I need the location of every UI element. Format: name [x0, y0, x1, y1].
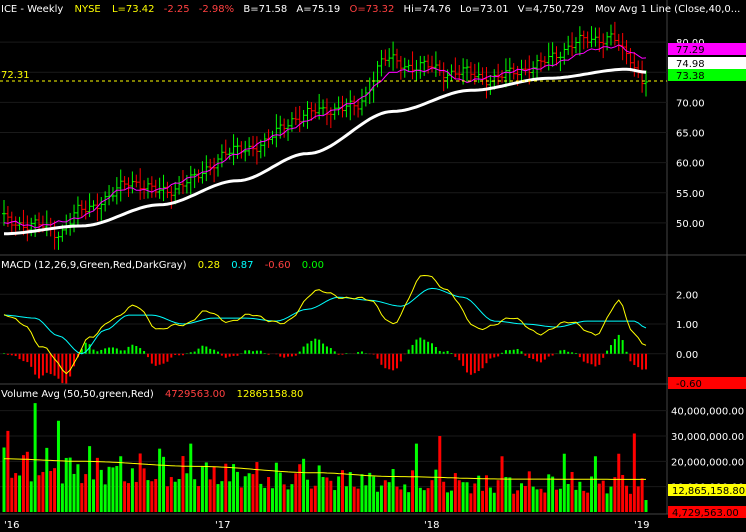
- macd-label: MACD (12,26,9,Green,Red,DarkGray): [1, 260, 187, 271]
- macd-header: MACD (12,26,9,Green,Red,DarkGray) 0.28 0…: [1, 260, 324, 271]
- macd-badge-bg: [668, 377, 746, 389]
- ma10-price-badge-bg: [668, 43, 746, 55]
- high-price: Hi=74.76: [404, 4, 451, 15]
- price-tick-label: 50.00: [676, 219, 705, 230]
- chart-header: ICE - Weekly NYSE L=73.42 -2.25 -2.98% B…: [1, 4, 740, 15]
- volume-current-badge-bg: [668, 506, 746, 518]
- price-bars: [2, 21, 648, 250]
- last-price-badge-bg: [668, 69, 746, 81]
- price-tick-label: 65.00: [676, 129, 705, 140]
- price-tick-label: 70.00: [676, 98, 705, 109]
- volume-current-value: 4729563.00: [165, 389, 225, 400]
- volume-label: Volume Avg (50,50,green,Red): [1, 389, 154, 400]
- price-change: -2.25: [164, 4, 190, 15]
- macd-axis: 2.00 1.00 0.00: [676, 290, 698, 360]
- x-label-2018: '18: [424, 520, 439, 531]
- signal-value: 0.87: [231, 260, 253, 271]
- volume-current-badge: 4,729,563.00: [672, 508, 739, 519]
- moving-average-40-line: [4, 67, 647, 236]
- macd-signal-line: [3, 287, 647, 355]
- volume-average-badge-bg: [668, 484, 746, 496]
- macd-badge: -0.60: [676, 379, 702, 390]
- short-moving-average-line: [3, 44, 647, 229]
- macd-plot: [3, 274, 647, 384]
- ask-price: A=75.19: [296, 4, 340, 15]
- volume-average-line: [4, 458, 646, 480]
- price-change-pct: -2.98%: [199, 4, 234, 15]
- price-tick-label: 60.00: [676, 159, 705, 170]
- price-grid: [0, 41, 667, 224]
- macd-tick-label: 0.00: [676, 350, 698, 361]
- reference-price-label: 72.31: [1, 70, 30, 81]
- ma40-price-badge-bg: [668, 57, 746, 69]
- macd-line: [3, 274, 647, 375]
- macd-extra-value: 0.00: [302, 260, 324, 271]
- price-moving-averages: [3, 44, 647, 236]
- volume-grid: [0, 410, 667, 488]
- volume-value: V=4,750,729: [518, 4, 584, 15]
- volume-tick-label: 30,000,000.00: [671, 432, 744, 443]
- low-price: Lo=73.01: [460, 4, 509, 15]
- bid-price: B=71.58: [243, 4, 287, 15]
- x-label-2019: '19: [634, 520, 649, 531]
- histogram-value: -0.60: [265, 260, 291, 271]
- last-price: L=73.42: [112, 4, 155, 15]
- macd-value: 0.28: [198, 260, 220, 271]
- volume-plot: [2, 403, 648, 512]
- open-price: O=73.32: [349, 4, 394, 15]
- x-label-2017: '17: [215, 520, 230, 531]
- symbol-label: ICE - Weekly: [1, 4, 63, 15]
- volume-tick-label: 40,000,000.00: [671, 407, 744, 418]
- volume-average-badge: 12,865,158.80: [672, 486, 745, 497]
- price-tick-label: 55.00: [676, 189, 705, 200]
- exchange-label: NYSE: [75, 4, 101, 15]
- macd-tick-label: 1.00: [676, 320, 698, 331]
- macd-tick-label: 2.00: [676, 290, 698, 301]
- last-price-badge: 73.38: [676, 71, 705, 82]
- ma40-price-badge: 74.98: [676, 59, 705, 70]
- x-label-2016: '16: [4, 520, 19, 531]
- volume-header: Volume Avg (50,50,green,Red) 4729563.00 …: [1, 389, 303, 400]
- moving-average-label: Mov Avg 1 Line (Close,40,0...: [595, 4, 740, 15]
- volume-tick-label: 20,000,000.00: [671, 457, 744, 468]
- ma10-price-badge: 77.29: [676, 45, 705, 56]
- volume-average-value: 12865158.80: [237, 389, 304, 400]
